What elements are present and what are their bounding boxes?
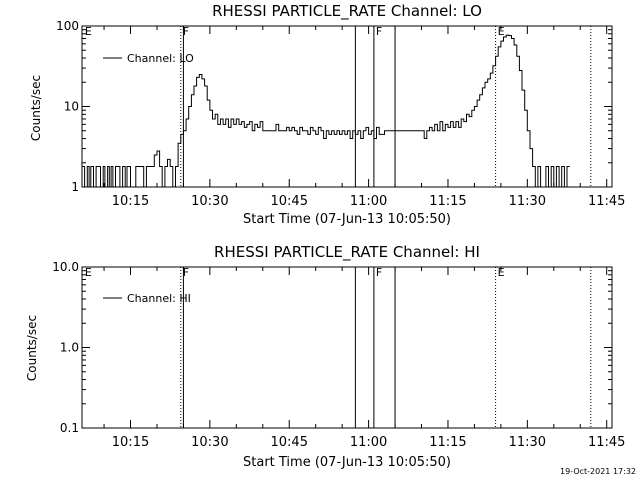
x-axis-label: Start Time (07-Jun-13 10:05:50) [243,455,451,470]
chart-title: RHESSI PARTICLE_RATE Channel: HI [214,243,480,262]
chart-panel-lo: RHESSI PARTICLE_RATE Channel: LO Counts/… [29,2,625,227]
axis-ticks: 10:15 10:30 10:45 11:00 11:15 11:30 11:45 1 10 10… [56,19,625,209]
series-line [82,34,570,188]
x-tick-label: 11:30 [509,435,546,450]
legend: Channel: HI [103,292,191,305]
event-marker-label: F [376,25,382,38]
y-axis-label: Counts/sec [25,315,39,381]
y-tick-label: 10 [64,100,79,114]
event-marker-label: E [85,266,92,279]
y-tick-label: 100 [56,19,79,33]
event-marker-label: E [498,266,505,279]
x-tick-label: 10:45 [271,435,308,450]
footer-timestamp: 19-Oct-2021 17:32 [560,467,636,476]
event-marker-label: F [376,266,382,279]
x-tick-label: 10:30 [191,435,228,450]
y-tick-label: 1.0 [60,341,79,355]
event-marker-label: F [183,266,189,279]
x-tick-label: 11:00 [350,194,387,209]
x-tick-label: 10:45 [271,194,308,209]
chart-title: RHESSI PARTICLE_RATE Channel: LO [212,2,482,21]
y-axis-label: Counts/sec [29,75,43,141]
event-marker-label: F [183,25,189,38]
x-axis-label: Start Time (07-Jun-13 10:05:50) [243,212,451,227]
y-tick-label: 0.1 [60,421,79,435]
x-tick-label: 10:15 [112,194,149,209]
x-tick-label: 11:00 [350,435,387,450]
event-marker-label: E [85,25,92,38]
legend-label: Channel: LO [127,52,194,65]
x-tick-label: 10:30 [191,194,228,209]
legend-label: Channel: HI [127,292,191,305]
x-tick-label: 11:15 [429,435,466,450]
x-tick-label: 11:45 [588,194,625,209]
series-layer [82,34,570,188]
x-tick-label: 10:15 [112,435,149,450]
event-marker-label: E [498,25,505,38]
x-tick-label: 11:45 [588,435,625,450]
y-tick-label: 1 [71,180,79,194]
legend: Channel: LO [103,52,194,65]
y-tick-label: 10.0 [52,260,79,274]
x-tick-label: 11:15 [429,194,466,209]
axis-ticks: 10:15 10:30 10:45 11:00 11:15 11:30 11:45 0.1 1.… [52,260,625,450]
x-tick-label: 11:30 [509,194,546,209]
chart-panel-hi: RHESSI PARTICLE_RATE Channel: HI Counts/… [25,243,625,470]
